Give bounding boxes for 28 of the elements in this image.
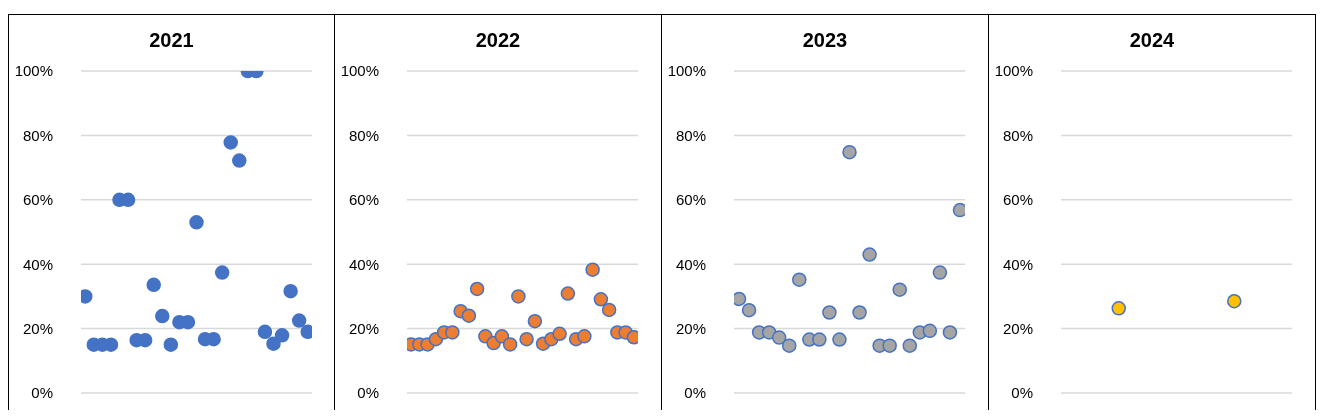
chart-title: 2022 [474, 29, 522, 52]
y-tick-label: 0% [31, 384, 53, 402]
y-tick-label: 20% [675, 319, 706, 337]
y-tick-label: 80% [675, 126, 706, 144]
y-tick-label: 80% [22, 126, 53, 144]
y-tick-label: 40% [22, 255, 53, 273]
y-tick-label: 100% [994, 62, 1033, 80]
y-tick-label: 80% [1002, 126, 1033, 144]
y-tick-label: 60% [22, 191, 53, 209]
y-tick-label: 100% [667, 62, 706, 80]
y-tick-label: 20% [348, 319, 379, 337]
y-tick-label: 100% [14, 62, 53, 80]
chart-title: 2024 [1128, 29, 1176, 52]
y-tick-label: 40% [348, 255, 379, 273]
y-tick-label: 20% [22, 319, 53, 337]
chart-title: 2023 [801, 29, 849, 52]
y-tick-label: 60% [1002, 191, 1033, 209]
y-tick-label: 40% [1002, 255, 1033, 273]
y-tick-label: 80% [348, 126, 379, 144]
y-tick-label: 0% [357, 384, 379, 402]
y-tick-label: 20% [1002, 319, 1033, 337]
y-tick-label: 0% [1011, 384, 1033, 402]
y-tick-label: 40% [675, 255, 706, 273]
y-tick-label: 60% [675, 191, 706, 209]
y-tick-label: 60% [348, 191, 379, 209]
y-tick-label: 0% [684, 384, 706, 402]
y-tick-label: 100% [340, 62, 379, 80]
chart-title: 2021 [148, 29, 195, 52]
